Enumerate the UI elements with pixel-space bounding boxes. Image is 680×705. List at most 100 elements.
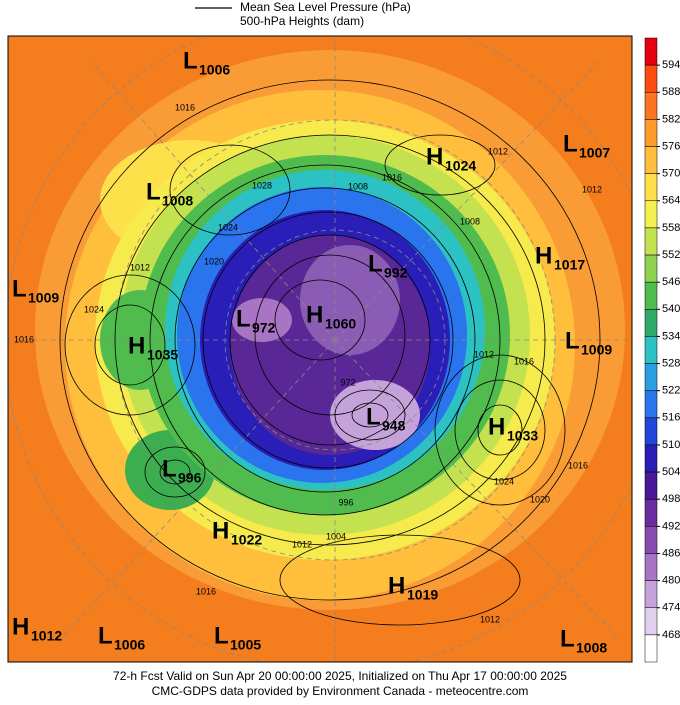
colorbar-box <box>644 553 658 581</box>
colorbar-box <box>644 580 658 608</box>
isobar-label: 1012 <box>480 614 500 624</box>
legend-item: Mean Sea Level Pressure (hPa) <box>240 0 411 14</box>
isobar-label: 1024 <box>84 304 104 314</box>
colorbar-label: 558 <box>662 222 680 234</box>
center-letter: H <box>488 413 505 440</box>
center-value: 992 <box>384 265 408 281</box>
colorbar-label: 474 <box>662 602 680 614</box>
isobar-label: 996 <box>338 497 353 507</box>
center-letter: L <box>98 622 113 649</box>
colorbar-box <box>644 634 658 663</box>
center-letter: L <box>183 47 198 74</box>
center-letter: L <box>12 275 27 302</box>
center-letter: H <box>426 143 443 170</box>
isobar-label: 1016 <box>196 586 216 596</box>
center-value: 1009 <box>28 290 59 306</box>
colorbar-box <box>644 444 658 473</box>
center-letter: H <box>212 517 229 544</box>
isobar-label: 1012 <box>582 184 602 194</box>
colorbar-box <box>644 471 658 500</box>
colorbar-label: 588 <box>662 86 680 98</box>
center-letter: H <box>388 572 405 599</box>
colorbar-label: 498 <box>662 493 680 505</box>
center-value: 1012 <box>31 628 62 644</box>
center-value: 1008 <box>576 640 607 656</box>
center-letter: L <box>368 250 383 277</box>
center-value: 1007 <box>579 145 610 161</box>
colorbar-label: 522 <box>662 385 680 397</box>
center-value: 1006 <box>199 62 230 78</box>
colorbar-box <box>644 254 658 283</box>
isobar-label: 1012 <box>488 146 508 156</box>
colorbar-box <box>644 146 658 174</box>
colorbar-label: 576 <box>662 140 680 152</box>
colorbar-box <box>644 607 658 636</box>
colorbar-label: 480 <box>662 575 680 587</box>
legend-item: 500-hPa Heights (dam) <box>240 14 364 28</box>
isobar-label: 1008 <box>460 216 480 226</box>
center-letter: H <box>306 301 323 328</box>
center-value: 1005 <box>230 637 261 653</box>
isobar-label: 1024 <box>494 476 514 486</box>
isobar-label: 1012 <box>292 539 312 549</box>
colorbar-label: 510 <box>662 439 680 451</box>
colorbar-label: 552 <box>662 249 680 261</box>
colorbar-label: 504 <box>662 466 680 478</box>
colorbar-box <box>644 417 658 446</box>
center-letter: L <box>162 455 177 482</box>
center-letter: H <box>12 613 29 640</box>
colorbar-label: 468 <box>662 629 680 641</box>
center-value: 1033 <box>507 428 538 444</box>
center-value: 1024 <box>445 158 476 174</box>
center-value: 1009 <box>581 342 612 358</box>
isobar-label: 1004 <box>326 531 346 541</box>
center-value: 1022 <box>231 532 262 548</box>
center-letter: H <box>128 332 145 359</box>
center-value: 996 <box>178 470 202 486</box>
center-letter: L <box>214 622 229 649</box>
center-letter: H <box>535 242 552 269</box>
isobar-label: 1020 <box>530 494 550 504</box>
center-letter: L <box>565 327 580 354</box>
colorbar-box <box>644 498 658 527</box>
isobar-label: 1016 <box>14 334 34 344</box>
center-value: 972 <box>252 320 276 336</box>
isobar-label: 1008 <box>348 181 368 191</box>
colorbar-box <box>644 363 658 391</box>
center-letter: L <box>236 305 251 332</box>
isobar-label: 1012 <box>474 349 494 359</box>
colorbar-label: 564 <box>662 195 680 207</box>
isobars <box>59 79 601 626</box>
colorbar-label: 594 <box>662 59 680 71</box>
center-letter: L <box>146 178 161 205</box>
colorbar-label: 486 <box>662 547 680 559</box>
colorbar-box <box>644 336 658 364</box>
colorbar-label: 546 <box>662 276 680 288</box>
isobar-label: 972 <box>340 377 355 387</box>
center-value: 1006 <box>114 637 145 653</box>
isobar-label: 1020 <box>204 256 224 266</box>
height-band <box>300 245 400 355</box>
center-letter: L <box>366 403 381 430</box>
colorbar-box <box>644 526 658 554</box>
colorbar-label: 534 <box>662 330 680 342</box>
isobar-label: 1016 <box>568 460 588 470</box>
colorbar-box <box>644 37 658 66</box>
isobar-label: 1016 <box>514 356 534 366</box>
isobar-label: 1016 <box>382 172 402 182</box>
map-frame <box>7 35 633 663</box>
height-band <box>330 380 420 450</box>
isobar-label: 1016 <box>175 102 195 112</box>
colorbar-label: 582 <box>662 113 680 125</box>
center-value: 1008 <box>162 193 193 209</box>
colorbar-label: 570 <box>662 168 680 180</box>
colorbar-box <box>644 200 658 229</box>
colorbar-box <box>644 119 658 147</box>
colorbar-box <box>644 173 658 202</box>
colorbar-label: 516 <box>662 412 680 424</box>
colorbar-label: 540 <box>662 303 680 315</box>
center-value: 1035 <box>147 347 178 363</box>
isobar-label: 1028 <box>252 180 272 190</box>
